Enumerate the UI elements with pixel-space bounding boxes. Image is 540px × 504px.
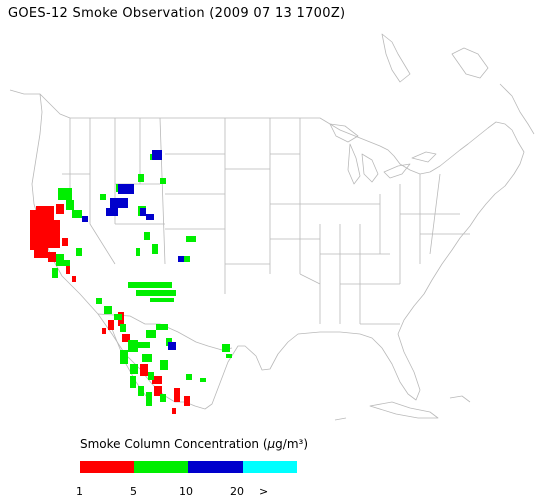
legend-title: Smoke Column Concentration (μg/m³) — [80, 437, 308, 451]
legend-title-unit-rest: g/m³) — [275, 437, 309, 451]
us-basemap — [9, 33, 535, 421]
caribbean — [334, 395, 471, 421]
smoke-red — [30, 204, 190, 414]
colorbar-green — [134, 461, 188, 473]
legend-colorbar — [80, 461, 297, 473]
legend-tick-10: 10 — [179, 485, 193, 498]
mexico-border — [97, 313, 233, 351]
colorbar-red — [80, 461, 134, 473]
smoke-blue — [82, 150, 184, 350]
smoke-observations — [30, 150, 232, 414]
colorbar-blue — [188, 461, 243, 473]
state-lines — [62, 117, 470, 325]
legend-tick-1: 1 — [76, 485, 83, 498]
legend-title-text: Smoke Column Concentration ( — [80, 437, 268, 451]
us-outline — [31, 93, 525, 410]
smoke-green — [52, 154, 232, 406]
legend-tick-5: 5 — [130, 485, 137, 498]
great-lakes — [329, 123, 437, 185]
canada-coast — [9, 33, 535, 135]
legend-title-unit-greek: μ — [267, 437, 276, 451]
map-title: GOES-12 Smoke Observation (2009 07 13 17… — [8, 6, 346, 21]
legend-tick-20: 20 — [230, 485, 244, 498]
colorbar-cyan — [243, 461, 297, 473]
legend-tick-gt: > — [259, 485, 269, 498]
